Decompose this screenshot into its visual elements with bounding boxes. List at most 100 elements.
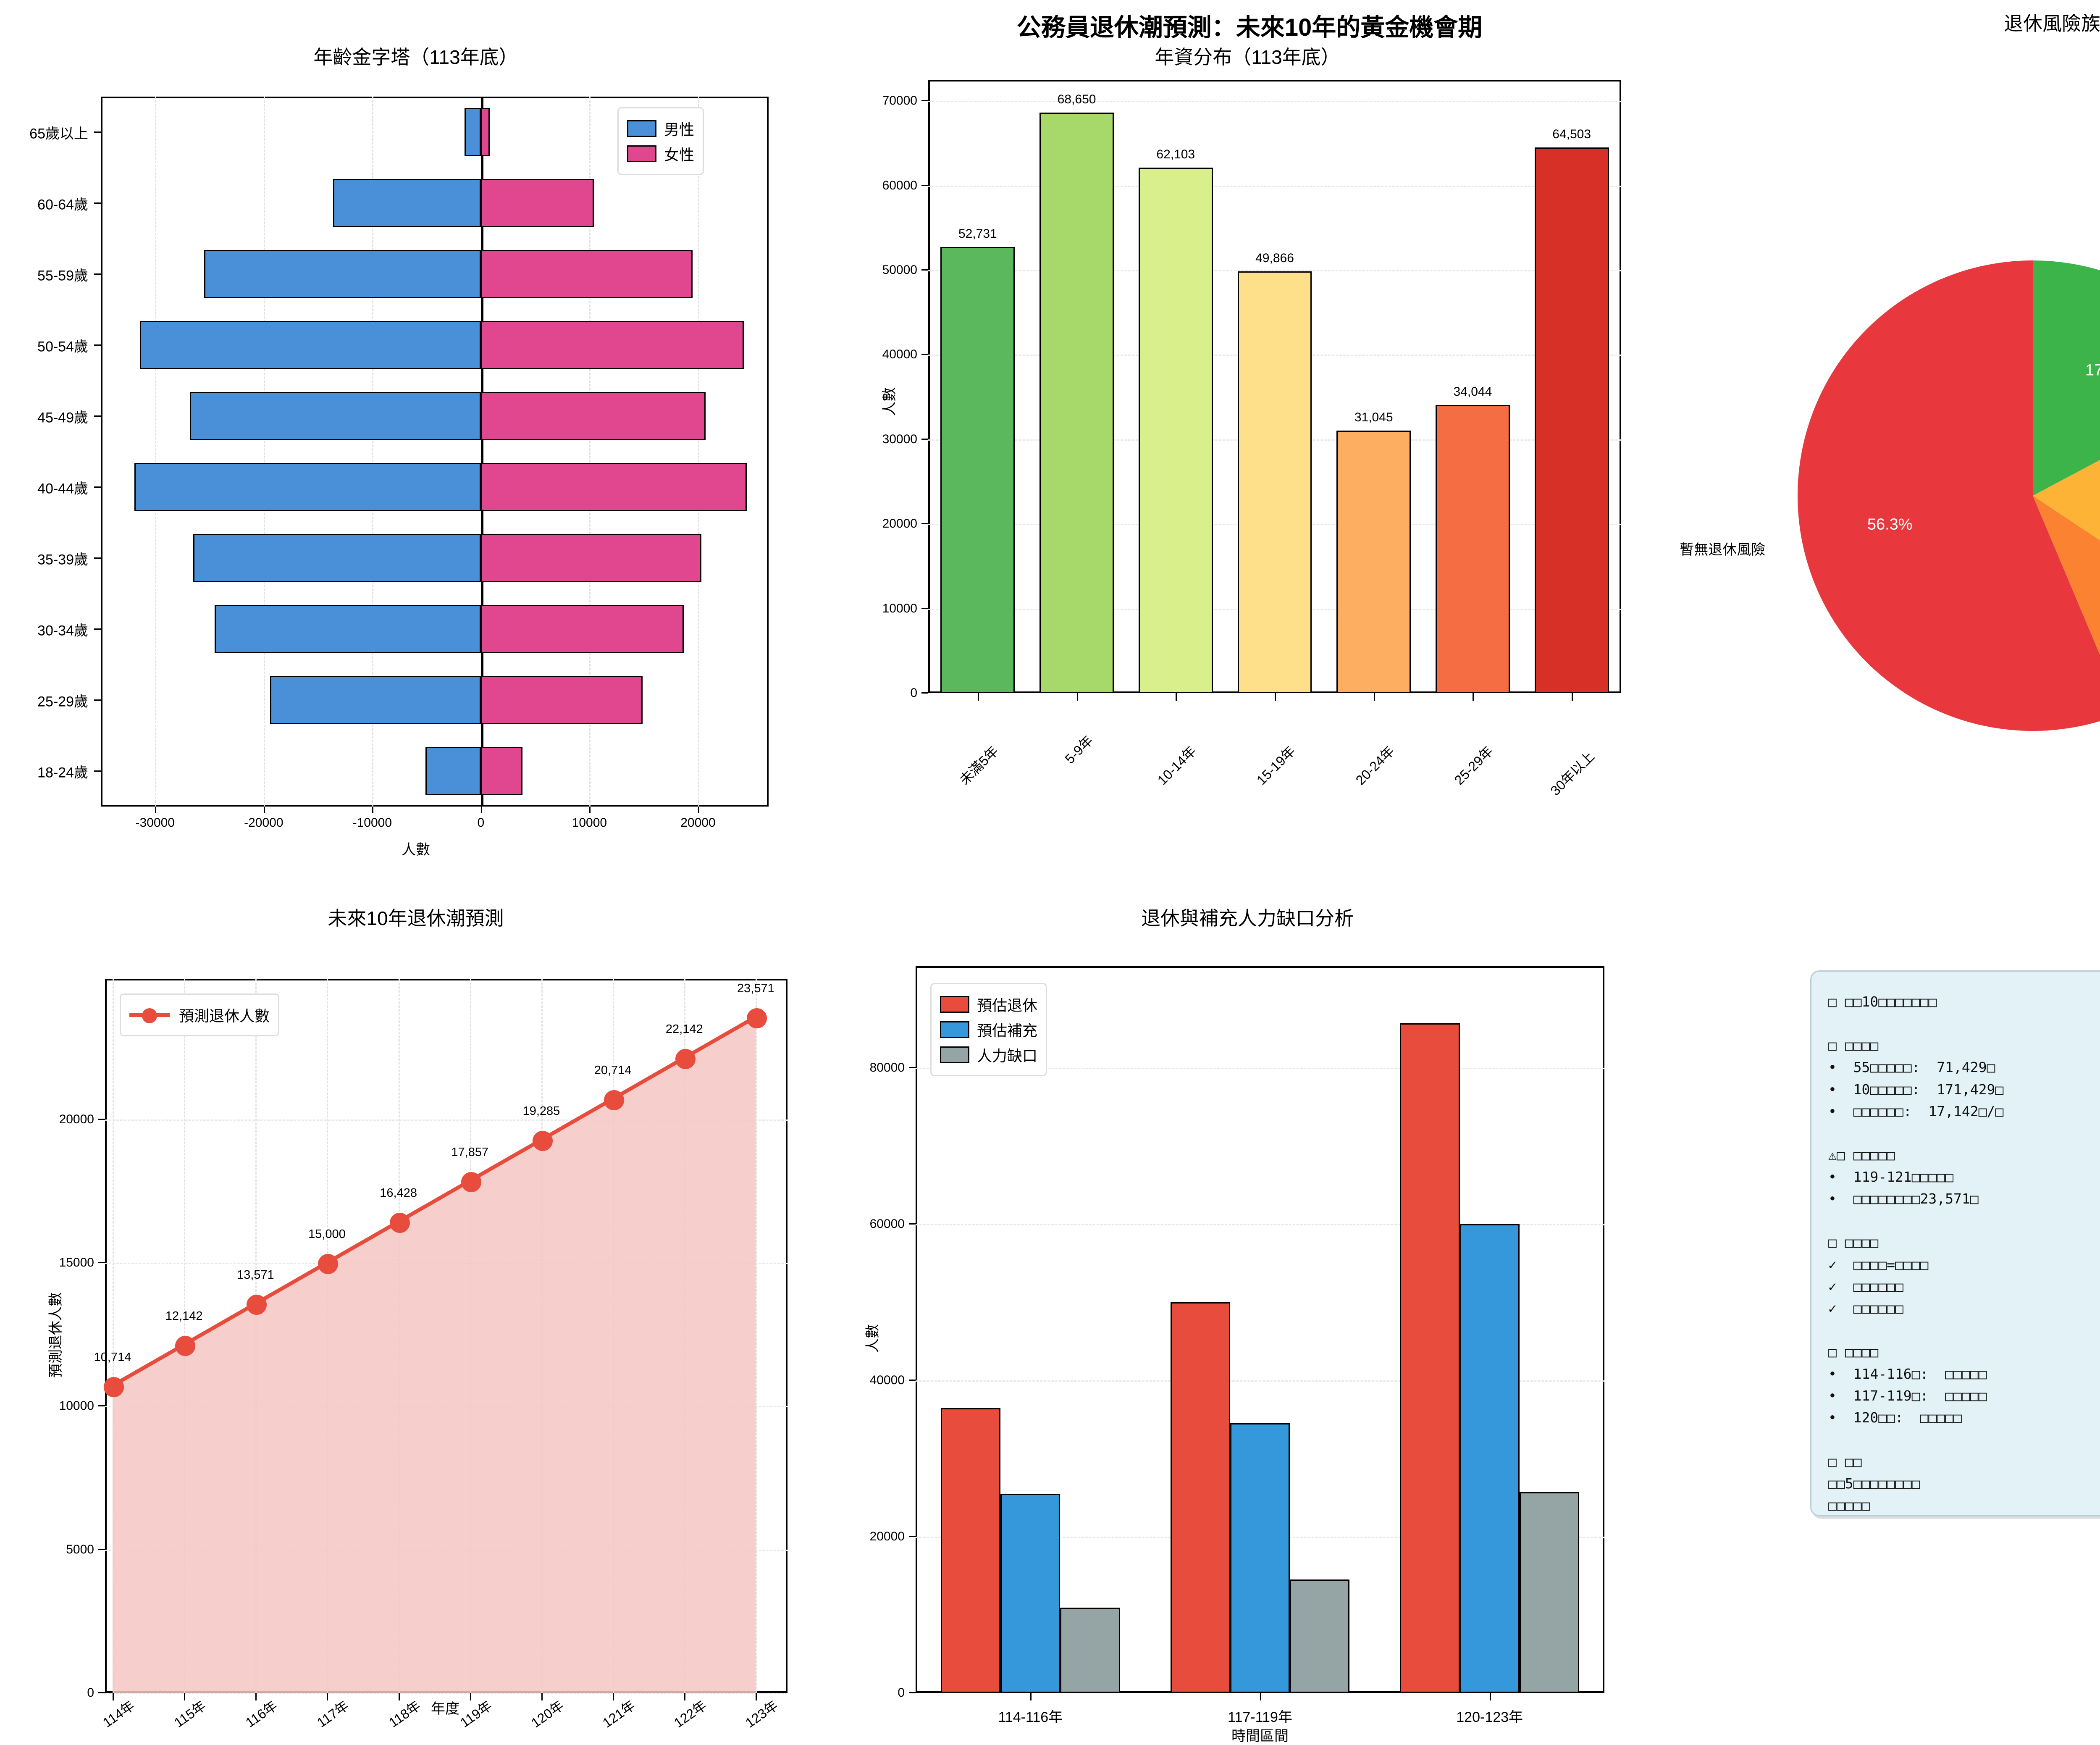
forecast-point-4 <box>389 1213 410 1233</box>
seniority-xtick-3: 15-19年 <box>1253 743 1298 788</box>
gap-gridline <box>916 1224 1604 1225</box>
gap-ytick: 80000 <box>869 1060 905 1075</box>
seniority-ylabel: 人數 <box>882 387 898 416</box>
forecast-value-label-1: 12,142 <box>165 1309 203 1323</box>
forecast-point-7 <box>604 1090 625 1110</box>
forecast-xtickmark <box>756 1693 757 1700</box>
pyramid-ytickmark <box>94 202 101 204</box>
seniority-ytickmark <box>921 269 928 271</box>
gap-bar-0-0 <box>941 1408 1001 1693</box>
seniority-xtick-6: 30年以上 <box>1547 749 1598 799</box>
pie-slice-2[interactable] <box>2033 385 2100 626</box>
seniority-ytickmark <box>921 523 928 525</box>
figure-suptitle: 公務員退休潮預測：未來10年的黃金機會期 <box>1016 14 1483 41</box>
seniority-value-label-1: 68,650 <box>1057 92 1096 106</box>
forecast-vgridline <box>398 979 400 1693</box>
forecast-ylabel: 預測退休人數 <box>48 1292 64 1378</box>
gap-ytickmark <box>909 1379 916 1381</box>
pyramid-xtick: 0 <box>477 816 485 830</box>
pyramid-xtick: 20000 <box>680 816 716 830</box>
gap-bar-0-2 <box>1060 1607 1120 1693</box>
gap-title: 退休與補充人力缺口分析 <box>1141 907 1354 929</box>
gap-legend: 預估退休 預估補充 人力缺口 <box>930 983 1047 1076</box>
infobox-line-12: ✓ □□□□=□□□□ <box>1828 1256 1929 1273</box>
pyramid-bar-female <box>480 534 701 582</box>
forecast-ytick: 10000 <box>59 1399 94 1413</box>
seniority-ytickmark <box>921 354 928 355</box>
pyramid-bar-male <box>215 605 481 653</box>
forecast-xtickmark <box>184 1693 186 1700</box>
gap-ytickmark <box>909 1067 916 1068</box>
pie-slice-0[interactable] <box>1798 260 2100 731</box>
forecast-value-label-0: 10,714 <box>94 1350 131 1364</box>
forecast-point-3 <box>318 1254 339 1274</box>
seniority-ytick: 50000 <box>882 263 917 277</box>
pie-slice-3[interactable] <box>2033 260 2100 496</box>
forecast-ytick: 5000 <box>66 1542 94 1556</box>
forecast-xtick-2: 116年 <box>243 1698 280 1731</box>
forecast-value-label-7: 20,714 <box>594 1063 632 1077</box>
legend-line-forecast <box>129 1006 170 1024</box>
pyramid-xtickmark <box>589 807 591 813</box>
infobox-line-4: • 10□□□□□: 171,429□ <box>1828 1081 2004 1098</box>
forecast-xtick-4: 118年 <box>386 1698 423 1731</box>
gap-ytick: 40000 <box>869 1373 905 1387</box>
infobox-line-15 <box>1828 1319 2100 1341</box>
gap-ytick: 60000 <box>869 1217 905 1231</box>
forecast-vgridline <box>613 979 614 1693</box>
seniority-ytickmark <box>921 184 928 186</box>
pyramid-bar-female <box>480 321 744 369</box>
legend-swatch-male <box>627 120 656 137</box>
pyramid-ytick-7: 55-59歲 <box>37 268 88 284</box>
infobox-line-2: □ □□□□ <box>1828 1037 1879 1054</box>
pyramid-xtickmark <box>698 807 699 813</box>
forecast-vgridline <box>756 979 757 1693</box>
forecast-value-label-9: 23,571 <box>737 981 774 995</box>
forecast-vgridline <box>684 979 686 1693</box>
pyramid-ytickmark <box>94 415 101 417</box>
infobox-line-19: • 120□□: □□□□□ <box>1828 1409 1962 1426</box>
pyramid-ytick-8: 60-64歲 <box>37 197 88 213</box>
pyramid-gridline <box>372 97 374 807</box>
infobox-line-7: ⚠□ □□□□□ <box>1828 1146 1895 1163</box>
forecast-point-8 <box>675 1049 696 1070</box>
forecast-value-label-8: 22,142 <box>665 1022 703 1036</box>
gap-ytickmark <box>909 1692 916 1693</box>
forecast-xtickmark <box>613 1693 614 1700</box>
forecast-ytick: 15000 <box>59 1255 94 1269</box>
forecast-xlabel: 年度 <box>431 1701 459 1717</box>
pyramid-ytickmark <box>94 628 101 630</box>
forecast-ytickmark <box>98 1405 105 1407</box>
seniority-bar-0 <box>940 247 1015 693</box>
seniority-xtickmark <box>977 693 979 701</box>
pyramid-bar-male <box>190 392 481 440</box>
gap-bar-1-2 <box>1290 1579 1350 1693</box>
forecast-xtickmark <box>113 1693 114 1700</box>
pyramid-gridline <box>698 97 699 807</box>
pyramid-ytick-9: 65歲以上 <box>29 126 88 142</box>
pyramid-bar-female <box>480 108 490 156</box>
pyramid-ytickmark <box>94 273 101 275</box>
pie-slice-1[interactable] <box>2033 496 2100 712</box>
seniority-gridline <box>928 101 1621 102</box>
gap-ytickmark <box>909 1223 916 1225</box>
summary-info-box: □ □□10□□□□□□□ □ □□□□ • 55□□□□□: 71,429□ • … <box>1810 970 2100 1516</box>
seniority-value-label-4: 31,045 <box>1354 410 1393 424</box>
forecast-xtick-8: 122年 <box>671 1698 709 1731</box>
legend-label-male: 男性 <box>664 121 695 138</box>
gap-gridline <box>916 1067 1604 1069</box>
seniority-bar-3 <box>1237 271 1312 693</box>
forecast-value-label-4: 16,428 <box>380 1186 417 1200</box>
infobox-line-14: ✓ □□□□□□ <box>1828 1300 1903 1317</box>
forecast-vgridline <box>327 979 328 1693</box>
pyramid-xtick: -10000 <box>352 816 392 830</box>
gap-ytick: 20000 <box>869 1529 905 1543</box>
infobox-line-0: □ □□10□□□□□□□ <box>1828 993 1937 1010</box>
gap-ytickmark <box>909 1535 916 1537</box>
forecast-point-9 <box>747 1008 767 1028</box>
infobox-line-5: • □□□□□□: 17,142□/□ <box>1828 1103 2004 1120</box>
legend-swatch-supply <box>940 1021 969 1038</box>
pie-pct-0: 56.3% <box>1867 515 1913 533</box>
pyramid-bar-female <box>480 392 706 440</box>
seniority-xtick-2: 10-14年 <box>1155 743 1200 788</box>
